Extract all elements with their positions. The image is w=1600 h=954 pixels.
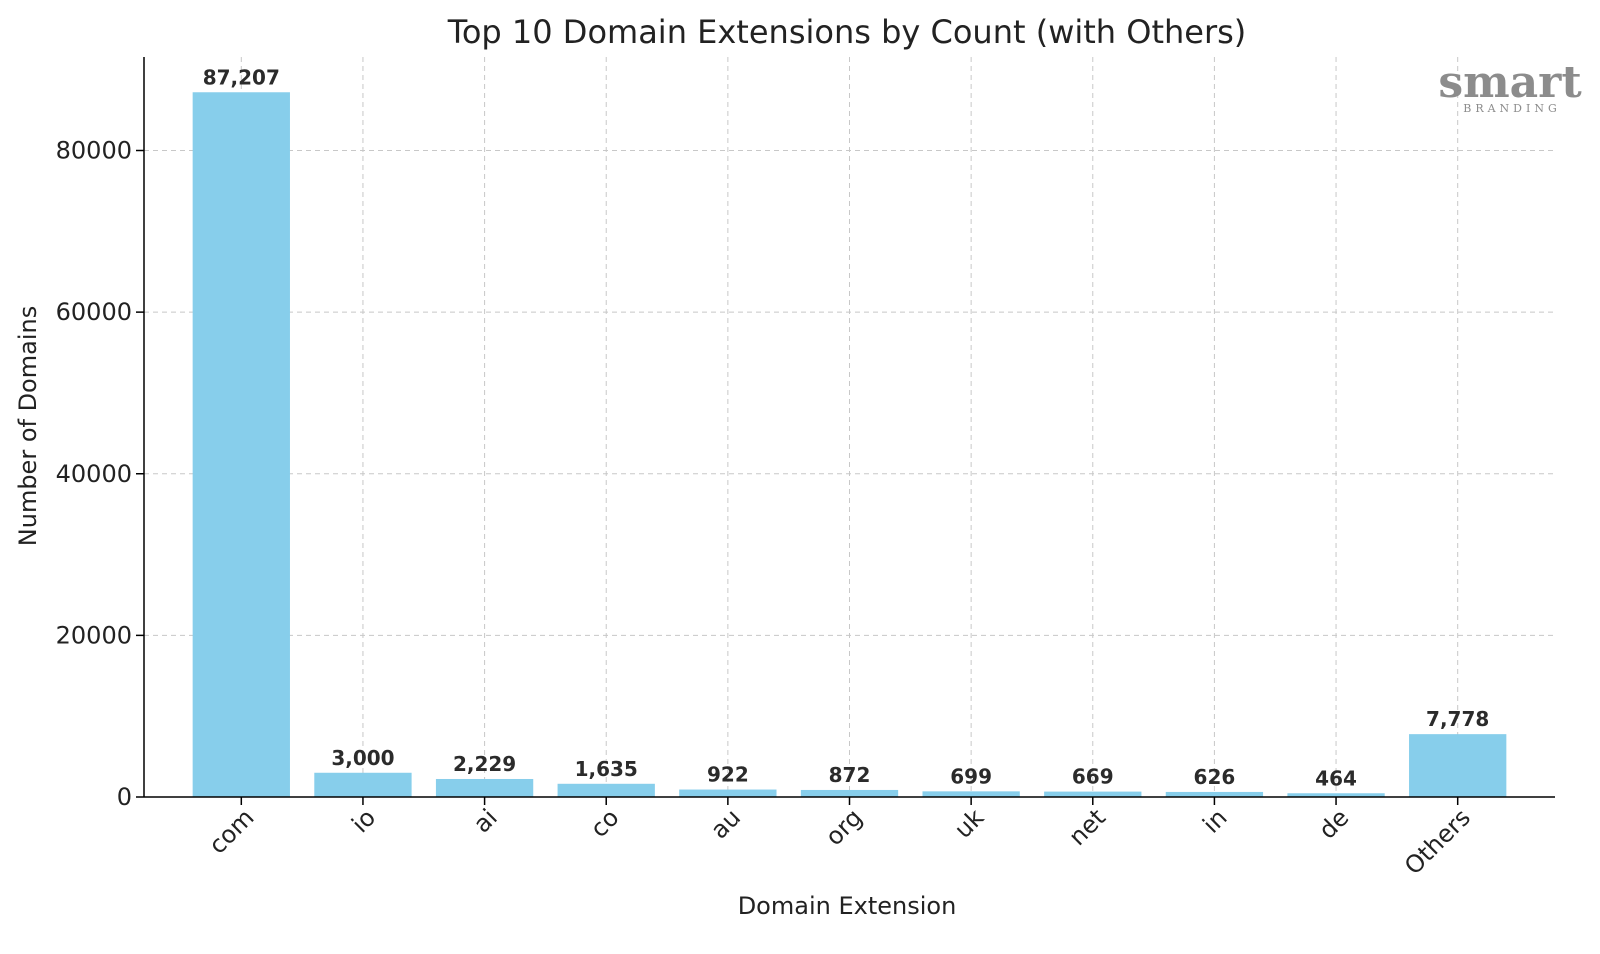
axes (136, 57, 1555, 805)
bar-de (1287, 793, 1385, 797)
x-tick-label-au: au (705, 803, 746, 844)
x-tick-label-net: net (1063, 803, 1111, 851)
bar-others (1409, 734, 1507, 797)
x-tick-label-io: io (346, 803, 381, 838)
grid-lines (144, 57, 1555, 798)
brand-logo-text: smart (1438, 57, 1582, 108)
brand-watermark: smart BRANDING (1438, 57, 1582, 115)
bar-au (679, 789, 777, 797)
x-axis-label: Domain Extension (738, 892, 957, 920)
value-label-ai: 2,229 (453, 752, 516, 776)
y-tick-labels: 0 20000 40000 60000 80000 (56, 137, 132, 811)
chart-title: Top 10 Domain Extensions by Count (with … (447, 13, 1247, 51)
bar-co (557, 783, 655, 797)
x-tick-label-co: co (585, 803, 625, 843)
y-tick-label: 0 (117, 783, 132, 811)
x-tick-label-de: de (1313, 803, 1354, 844)
bar-uk (922, 791, 1020, 797)
x-tick-label-uk: uk (949, 803, 989, 843)
y-axis-label: Number of Domains (14, 306, 42, 546)
brand-logo-subtext: BRANDING (1463, 102, 1561, 115)
bar-io (314, 772, 412, 797)
bar-in (1165, 791, 1264, 797)
value-label-net: 669 (1072, 765, 1114, 789)
value-label-org: 872 (829, 763, 871, 787)
bar-org (800, 789, 899, 797)
value-label-in: 626 (1194, 765, 1236, 789)
y-tick-label: 40000 (56, 460, 132, 488)
bars (192, 92, 1507, 798)
value-labels: 87,207 3,000 2,229 1,635 922 872 699 669 626 464 7… (203, 65, 1490, 790)
bar-net (1044, 791, 1142, 797)
x-tick-label-org: org (820, 803, 868, 851)
y-tick-label: 80000 (56, 137, 132, 165)
x-tick-label-in: in (1197, 803, 1232, 838)
x-tick-label-com: com (204, 803, 260, 859)
value-label-au: 922 (707, 763, 749, 787)
value-label-others: 7,778 (1426, 707, 1489, 731)
value-label-co: 1,635 (575, 757, 638, 781)
value-label-de: 464 (1315, 766, 1357, 790)
y-tick-label: 20000 (56, 621, 132, 649)
value-label-uk: 699 (950, 764, 992, 788)
bar-ai (435, 778, 534, 797)
x-tick-label-ai: ai (468, 803, 503, 838)
x-tick-labels: com io ai co au org uk net in de Others (204, 803, 1476, 880)
bar-com (192, 92, 290, 798)
x-tick-label-others: Others (1399, 803, 1476, 880)
value-label-io: 3,000 (331, 746, 394, 770)
y-tick-label: 60000 (56, 298, 132, 326)
value-label-com: 87,207 (203, 65, 280, 89)
